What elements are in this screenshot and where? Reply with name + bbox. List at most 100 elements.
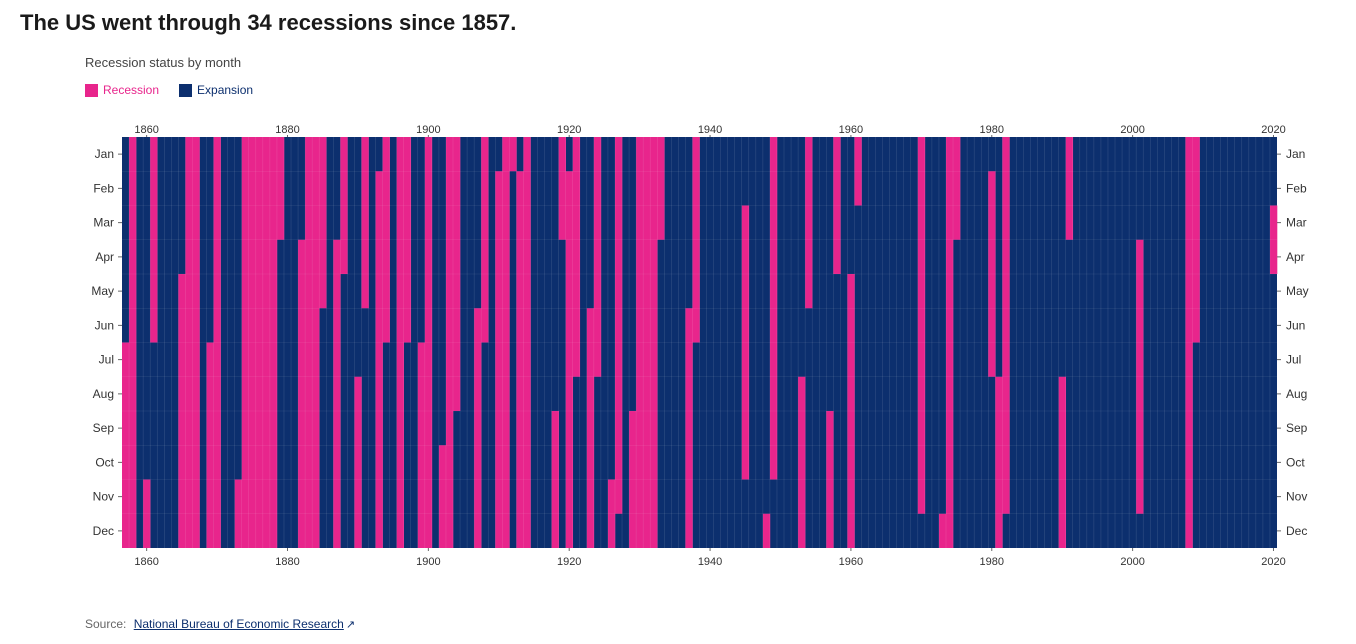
- recession-cell-1887-4: [333, 239, 341, 548]
- recession-cell-1891-1: [361, 137, 369, 309]
- recession-cell-1970-1: [917, 137, 926, 514]
- recession-cell-2001-4: [1136, 239, 1144, 514]
- recession-cell-1908-1: [481, 137, 489, 343]
- recession-cell-1911-1: [502, 137, 510, 548]
- recession-cell-1973-12: [938, 513, 947, 548]
- recession-cell-1883-1: [305, 137, 313, 548]
- recession-cell-1890-8: [354, 376, 362, 548]
- recession-cell-1930-1: [636, 137, 644, 548]
- recession-cell-1974-1: [945, 137, 954, 548]
- recession-cell-1926-11: [607, 479, 616, 548]
- recession-cell-2008-1: [1185, 137, 1193, 548]
- recession-cell-1885-1: [319, 137, 327, 309]
- recession-cell-1927-1: [614, 137, 623, 514]
- recession-cell-1867-1: [192, 137, 200, 548]
- recession-cell-1919-1: [558, 137, 566, 240]
- recession-cell-1878-1: [269, 137, 278, 548]
- x-tick-label-top-1860: 1860: [134, 124, 158, 136]
- recession-cell-1954-1: [805, 137, 813, 309]
- y-tick-label-left-apr: Apr: [95, 250, 114, 264]
- recession-cell-1858-1: [129, 137, 137, 548]
- recession-cell-1933-1: [657, 137, 665, 240]
- x-tick-label-bottom-1940: 1940: [698, 556, 722, 568]
- recession-cell-1897-1: [403, 137, 412, 343]
- y-tick-label-right-jun: Jun: [1286, 318, 1305, 332]
- recession-cell-1929-9: [629, 411, 637, 548]
- x-tick-label-top-1900: 1900: [416, 124, 440, 136]
- recession-cell-1981-8: [995, 376, 1003, 548]
- y-tick-label-right-nov: Nov: [1286, 490, 1307, 504]
- recession-cell-1957-9: [826, 411, 834, 548]
- recession-cell-1991-1: [1065, 137, 1074, 240]
- recession-cell-1937-6: [685, 308, 693, 548]
- x-tick-label-bottom-1980: 1980: [980, 556, 1004, 568]
- y-tick-label-right-feb: Feb: [1286, 181, 1307, 195]
- recession-cell-1860-11: [143, 479, 151, 548]
- y-tick-label-left-aug: Aug: [93, 387, 114, 401]
- recession-cell-1923-6: [586, 308, 595, 548]
- x-tick-label-bottom-1860: 1860: [134, 556, 158, 568]
- recession-cell-1958-1: [833, 137, 841, 274]
- source-link[interactable]: National Bureau of Economic Research: [133, 617, 344, 631]
- source-line: Source: National Bureau of Economic Rese…: [85, 617, 355, 631]
- recession-cell-1960-5: [847, 274, 855, 548]
- recession-cell-1903-1: [445, 137, 454, 548]
- recession-cell-1857-7: [122, 342, 130, 548]
- recession-cell-1893-2: [375, 171, 383, 548]
- x-tick-label-bottom-1960: 1960: [839, 556, 863, 568]
- recession-cell-1899-7: [417, 342, 426, 548]
- legend-swatch-expansion: [179, 83, 193, 97]
- y-tick-label-right-may: May: [1286, 284, 1309, 298]
- y-tick-label-left-jan: Jan: [95, 147, 114, 161]
- page-title: The US went through 34 recessions since …: [20, 10, 517, 35]
- recession-heatmap: 1860 1860 1880 1880 1900 1900 1920 1920 1940 1940…: [91, 124, 1309, 568]
- recession-cell-1904-1: [453, 137, 461, 411]
- y-tick-label-right-mar: Mar: [1286, 216, 1307, 230]
- external-link-icon: ↗: [345, 619, 356, 631]
- recession-cell-1920-2: [565, 171, 574, 548]
- recession-cell-1990-8: [1058, 376, 1067, 548]
- recession-cell-1907-6: [474, 308, 482, 548]
- recession-cell-1912-1: [509, 137, 517, 172]
- recession-cell-1873-11: [234, 479, 243, 548]
- y-tick-label-left-oct: Oct: [95, 455, 114, 469]
- x-tick-label-bottom-2000: 2000: [1120, 556, 1144, 568]
- recession-cell-1948-12: [762, 513, 771, 548]
- recession-cell-1896-1: [396, 137, 405, 548]
- legend-label-recession: Recession: [103, 83, 160, 97]
- legend-item-recession: Recession: [85, 83, 159, 97]
- recession-cell-1861-1: [150, 137, 158, 343]
- y-tick-label-left-jun: Jun: [95, 318, 114, 332]
- recession-cell-1879-1: [276, 137, 285, 240]
- recession-cell-1902-10: [438, 445, 447, 548]
- recession-cell-1961-1: [854, 137, 862, 206]
- recession-cell-1938-1: [692, 137, 700, 343]
- recession-cell-1953-8: [798, 376, 806, 548]
- x-tick-label-bottom-2020: 2020: [1261, 556, 1285, 568]
- recession-cell-1913-2: [516, 171, 524, 548]
- legend-item-expansion: Expansion: [179, 83, 253, 97]
- recession-cell-2020-3: [1269, 205, 1278, 274]
- recession-cell-1921-1: [572, 137, 581, 377]
- y-tick-label-right-jan: Jan: [1286, 147, 1305, 161]
- recession-cell-1924-1: [593, 137, 602, 377]
- y-tick-label-left-sep: Sep: [93, 421, 115, 435]
- x-tick-label-top-1960: 1960: [839, 124, 863, 136]
- x-tick-label-top-2020: 2020: [1261, 124, 1285, 136]
- x-tick-label-bottom-1900: 1900: [416, 556, 440, 568]
- recession-cell-1945-3: [741, 205, 750, 480]
- y-tick-label-left-nov: Nov: [93, 490, 114, 504]
- x-tick-label-top-1880: 1880: [275, 124, 299, 136]
- y-tick-label-left-jul: Jul: [99, 353, 114, 367]
- recession-cell-1931-1: [643, 137, 651, 548]
- recession-cell-1884-1: [312, 137, 320, 548]
- recession-cell-1900-1: [424, 137, 433, 548]
- recession-cell-1888-1: [340, 137, 348, 274]
- recession-cell-1910-2: [495, 171, 503, 548]
- legend-label-expansion: Expansion: [197, 83, 254, 97]
- y-tick-label-left-mar: Mar: [93, 216, 114, 230]
- recession-cell-1914-1: [523, 137, 531, 548]
- recession-cell-1882-4: [298, 239, 306, 548]
- recession-cell-1865-5: [178, 274, 186, 548]
- x-tick-label-top-1920: 1920: [557, 124, 581, 136]
